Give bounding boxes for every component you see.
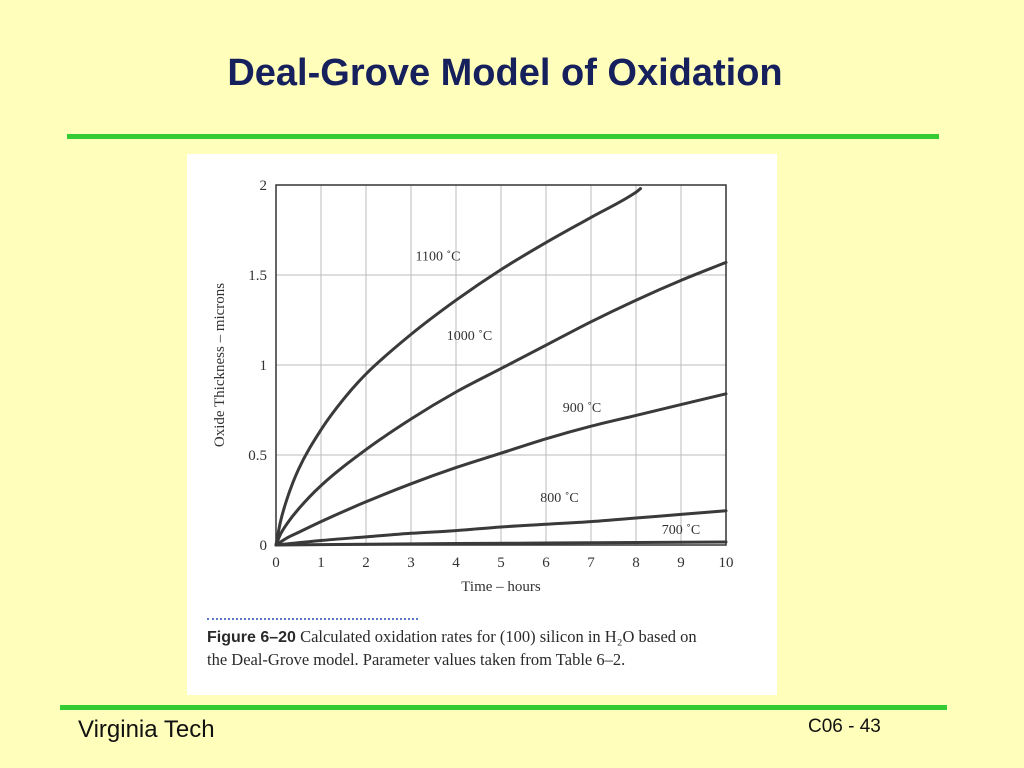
x-axis-title: Time – hours <box>461 579 541 595</box>
x-axis-ticks: 0 1 2 3 4 5 6 7 8 9 10 <box>272 555 733 571</box>
x-tick-label: 0 <box>272 555 280 571</box>
plot-frame <box>275 184 727 546</box>
figure-caption: Figure 6–20 Calculated oxidation rates f… <box>207 626 767 671</box>
oxidation-chart: 0 1 2 3 4 5 6 7 8 9 10 0 0.5 1 1.5 2 1100 ˚C 1000 ˚C 900… <box>212 178 734 595</box>
series-line-0 <box>274 187 642 547</box>
x-tick-label: 6 <box>542 555 550 571</box>
figure-panel: 0 1 2 3 4 5 6 7 8 9 10 0 0.5 1 1.5 2 1100 ˚C 1000 ˚C 900… <box>187 154 777 695</box>
x-tick-label: 9 <box>677 555 685 571</box>
series-layer <box>274 187 728 547</box>
y-tick-label: 1 <box>260 358 268 374</box>
y-axis-title: Oxide Thickness – microns <box>212 283 228 447</box>
y-tick-label: 1.5 <box>248 268 267 284</box>
x-tick-label: 8 <box>632 555 640 571</box>
grid <box>275 184 727 546</box>
figure-label: Figure 6–20 <box>207 629 296 646</box>
x-tick-label: 3 <box>407 555 415 571</box>
slide-title: Deal-Grove Model of Oxidation <box>227 52 783 94</box>
y-tick-label: 2 <box>260 178 268 194</box>
series-line-3 <box>274 509 728 547</box>
slide-number: C06 - 43 <box>808 716 881 737</box>
x-tick-label: 7 <box>587 555 595 571</box>
caption-divider <box>207 618 418 620</box>
series-labels: 1100 ˚C 1000 ˚C 900 ˚C 800 ˚C 700 ˚C <box>416 250 701 539</box>
series-label: 800 ˚C <box>540 491 579 506</box>
series-line-2 <box>274 392 728 547</box>
series-line-1 <box>274 260 728 547</box>
x-tick-label: 2 <box>362 555 370 571</box>
series-label: 1100 ˚C <box>416 250 461 265</box>
x-tick-label: 1 <box>317 555 325 571</box>
x-tick-label: 5 <box>497 555 505 571</box>
x-tick-label: 4 <box>452 555 460 571</box>
series-label: 1000 ˚C <box>447 329 493 344</box>
caption-line-2: the Deal-Grove model. Parameter values t… <box>207 650 626 669</box>
y-tick-label: 0.5 <box>248 448 267 464</box>
title-divider <box>67 134 939 139</box>
y-tick-label: 0 <box>260 538 268 554</box>
series-line-4 <box>274 540 728 547</box>
caption-line-1: Calculated oxidation rates for (100) sil… <box>300 627 697 646</box>
x-tick-label: 10 <box>719 555 734 571</box>
series-label: 900 ˚C <box>563 401 602 416</box>
footer-institution: Virginia Tech <box>78 716 215 743</box>
footer-divider <box>60 705 947 710</box>
series-label: 700 ˚C <box>662 523 701 538</box>
y-axis-ticks: 0 0.5 1 1.5 2 <box>248 178 267 554</box>
